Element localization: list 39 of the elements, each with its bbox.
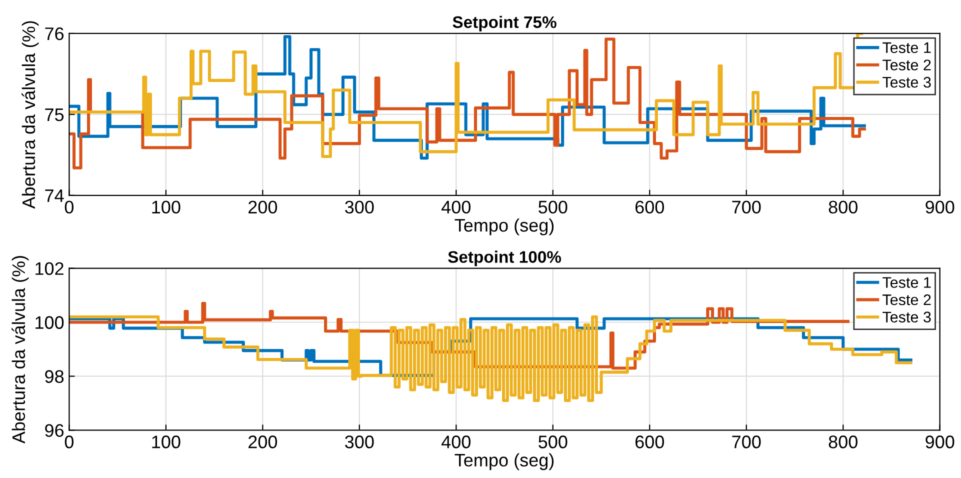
x-tick-label: 700 <box>732 200 761 214</box>
x-tick-label: 0 <box>64 436 74 448</box>
x-tick-label: 900 <box>926 200 954 214</box>
legend-label: Teste 2 <box>882 60 931 70</box>
x-tick-label: 0 <box>64 200 74 214</box>
y-tick-label: 98 <box>45 370 64 383</box>
legend-label: Teste 3 <box>882 76 931 88</box>
y-axis-title: Abertura da válvula (%) <box>22 21 39 209</box>
x-axis-title: Tempo (seg) <box>454 218 554 236</box>
legend-label: Teste 1 <box>882 42 931 54</box>
y-tick-label: 100 <box>36 316 64 329</box>
x-tick-label: 400 <box>442 200 471 214</box>
y-axis-title: Abertura da válvula (%) <box>12 256 29 444</box>
y-tick-label: 102 <box>36 262 64 275</box>
x-tick-label: 500 <box>538 436 568 448</box>
x-tick-label: 100 <box>152 200 180 214</box>
x-tick-label: 600 <box>635 436 664 448</box>
y-tick-label: 74 <box>45 190 64 202</box>
chart-title: Setpoint 75% <box>452 16 556 32</box>
y-tick-label: 75 <box>45 108 64 122</box>
x-tick-label: 900 <box>926 436 954 448</box>
x-tick-label: 800 <box>828 200 858 214</box>
x-tick-label: 400 <box>442 436 471 448</box>
x-tick-label: 500 <box>538 200 568 214</box>
chart-title: Setpoint 100% <box>448 250 562 266</box>
y-tick-label: 76 <box>45 27 64 40</box>
y-tick-label: 96 <box>45 424 64 437</box>
x-tick-label: 300 <box>345 200 374 214</box>
x-tick-label: 700 <box>732 436 761 448</box>
x-tick-label: 200 <box>248 436 278 448</box>
x-axis-title: Tempo (seg) <box>454 453 554 470</box>
legend-label: Teste 1 <box>882 277 931 288</box>
x-tick-label: 300 <box>345 436 374 448</box>
x-tick-label: 100 <box>152 436 180 448</box>
x-tick-label: 800 <box>828 436 858 448</box>
x-tick-label: 200 <box>248 200 278 214</box>
x-tick-label: 600 <box>635 200 664 214</box>
legend-label: Teste 3 <box>882 312 931 322</box>
legend-label: Teste 2 <box>882 294 931 306</box>
